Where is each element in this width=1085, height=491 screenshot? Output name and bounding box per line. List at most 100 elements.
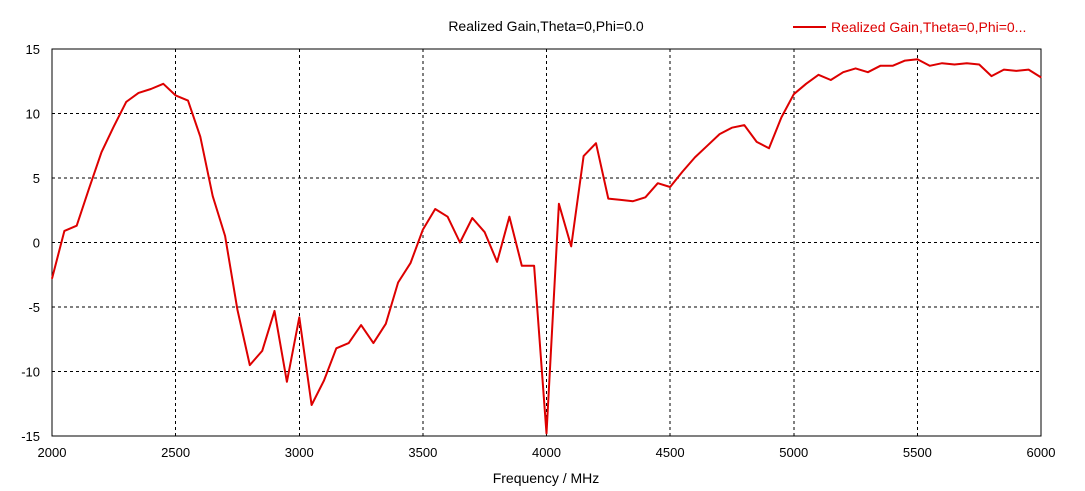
data-point bbox=[657, 182, 659, 184]
data-point bbox=[199, 136, 201, 138]
y-tick-label: -10 bbox=[21, 365, 40, 380]
data-point bbox=[100, 151, 103, 153]
data-point bbox=[508, 216, 510, 218]
data-point bbox=[496, 261, 498, 263]
data-point bbox=[113, 125, 115, 127]
data-point bbox=[904, 60, 906, 62]
data-point bbox=[397, 281, 399, 284]
data-point bbox=[855, 67, 857, 69]
data-point bbox=[830, 79, 832, 81]
x-tick-label: 3500 bbox=[408, 445, 437, 460]
data-point bbox=[409, 262, 412, 264]
data-point bbox=[681, 171, 684, 173]
y-tick-label: 10 bbox=[26, 107, 40, 122]
data-point bbox=[941, 62, 943, 64]
y-tick-label: 5 bbox=[33, 171, 40, 186]
y-tick-label: -5 bbox=[28, 300, 40, 315]
data-point bbox=[768, 147, 770, 149]
data-point bbox=[372, 342, 374, 344]
data-point bbox=[224, 235, 226, 237]
data-point bbox=[817, 74, 820, 76]
legend-label: Realized Gain,Theta=0,Phi=0... bbox=[831, 19, 1026, 35]
data-point bbox=[545, 432, 548, 434]
data-point bbox=[150, 88, 152, 90]
data-point bbox=[953, 63, 956, 66]
data-point bbox=[286, 381, 288, 383]
data-point bbox=[273, 310, 276, 312]
data-point bbox=[780, 116, 783, 118]
data-point bbox=[1040, 76, 1042, 78]
data-point bbox=[459, 241, 461, 244]
data-point bbox=[298, 316, 300, 318]
data-point bbox=[595, 142, 597, 144]
data-point bbox=[731, 127, 733, 129]
data-point bbox=[929, 65, 931, 67]
y-tick-label: 0 bbox=[33, 236, 40, 251]
data-point bbox=[620, 199, 622, 201]
data-point bbox=[175, 94, 177, 96]
data-point bbox=[236, 309, 238, 311]
chart-title: Realized Gain,Theta=0,Phi=0.0 bbox=[448, 18, 644, 34]
data-point bbox=[76, 225, 78, 227]
data-point bbox=[261, 350, 263, 352]
data-point bbox=[63, 230, 65, 232]
data-point bbox=[471, 217, 473, 219]
y-tick-label: -15 bbox=[21, 429, 40, 444]
x-tick-label: 5000 bbox=[779, 445, 808, 460]
x-axis-label: Frequency / MHz bbox=[493, 470, 600, 486]
legend: Realized Gain,Theta=0,Phi=0... bbox=[793, 19, 1026, 35]
data-point bbox=[916, 58, 919, 60]
data-point bbox=[583, 155, 585, 157]
data-point bbox=[644, 196, 647, 198]
data-point bbox=[793, 93, 795, 95]
data-point bbox=[533, 265, 535, 267]
data-point bbox=[447, 216, 449, 218]
data-point bbox=[694, 156, 696, 158]
data-point bbox=[249, 364, 251, 366]
data-point bbox=[335, 347, 337, 349]
data-point bbox=[422, 229, 424, 231]
data-point bbox=[360, 324, 362, 326]
data-point bbox=[719, 133, 721, 135]
data-point bbox=[484, 231, 486, 233]
x-tick-label: 2000 bbox=[38, 445, 67, 460]
data-point bbox=[966, 62, 968, 64]
data-point bbox=[706, 145, 708, 147]
data-point bbox=[805, 83, 807, 85]
data-point bbox=[632, 200, 634, 202]
data-point bbox=[162, 83, 164, 85]
data-point bbox=[323, 379, 325, 382]
data-point bbox=[1028, 69, 1030, 71]
data-point bbox=[1015, 70, 1017, 72]
x-tick-label: 5500 bbox=[903, 445, 932, 460]
plot-frame bbox=[51, 48, 1042, 437]
data-point bbox=[978, 63, 980, 66]
data-point bbox=[607, 198, 609, 200]
x-tick-label: 3000 bbox=[285, 445, 314, 460]
plot-area: 2000 2500 3000 3500 4000 4500 5000 5500 6000 15 10… bbox=[21, 42, 1055, 460]
data-point bbox=[1003, 69, 1005, 71]
data-point bbox=[88, 187, 90, 189]
data-point bbox=[137, 92, 140, 94]
data-point bbox=[434, 208, 436, 210]
data-point bbox=[990, 75, 993, 77]
data-point bbox=[311, 404, 313, 406]
x-tick-label: 2500 bbox=[161, 445, 190, 460]
x-tick-label: 4500 bbox=[656, 445, 685, 460]
data-point bbox=[125, 101, 127, 103]
data-point bbox=[842, 71, 844, 73]
data-point bbox=[348, 342, 350, 344]
x-tick-label: 6000 bbox=[1027, 445, 1056, 460]
data-point bbox=[212, 195, 214, 197]
data-point bbox=[892, 65, 894, 67]
data-point bbox=[521, 265, 523, 267]
data-point bbox=[756, 141, 758, 143]
data-point bbox=[51, 278, 53, 280]
data-point bbox=[743, 124, 745, 126]
data-point bbox=[385, 323, 387, 325]
data-point bbox=[867, 71, 869, 73]
data-point bbox=[187, 100, 189, 102]
data-point bbox=[879, 65, 881, 67]
